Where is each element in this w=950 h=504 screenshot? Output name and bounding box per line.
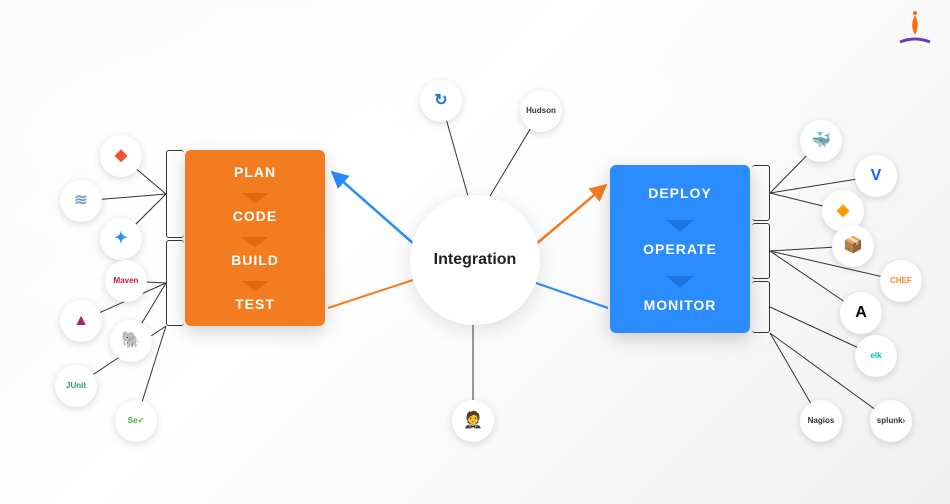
stage-label: OPERATE (643, 241, 717, 257)
tool-jenkins: 🤵 (452, 400, 494, 442)
stage-label: MONITOR (644, 297, 717, 313)
tool-bamboo: ↻ (420, 80, 462, 122)
tool-junit: JUnit (55, 365, 97, 407)
tool-label: ▲ (73, 313, 89, 329)
bracket-left-top (166, 150, 184, 238)
stage-label: DEPLOY (648, 185, 712, 201)
tool-label: 🐳 (811, 133, 831, 149)
tool-jira: ✦ (100, 218, 142, 260)
tool-label: ◆ (115, 148, 127, 164)
tool-vagrant: V (855, 155, 897, 197)
stage-monitor: MONITOR (610, 277, 750, 333)
tool-label: Nagios (808, 417, 835, 425)
tool-label: JUnit (66, 382, 86, 390)
stage-test: TEST (185, 282, 325, 326)
tool-label: splunk› (877, 417, 905, 425)
tool-hudson: Hudson (520, 90, 562, 132)
tool-ansible: A (840, 292, 882, 334)
stage-plan: PLAN (185, 150, 325, 194)
left-stage-group: PLAN CODE BUILD TEST (185, 150, 325, 326)
tool-label: A (855, 305, 867, 321)
tool-label: ◆ (837, 203, 849, 219)
tool-label: CHEF (890, 277, 912, 285)
tool-label: elk (870, 352, 881, 360)
stage-label: PLAN (234, 164, 276, 180)
stage-deploy: DEPLOY (610, 165, 750, 221)
bracket-right-bot (752, 281, 770, 333)
tool-docker: 🐳 (800, 120, 842, 162)
bracket-left-bottom (166, 240, 184, 326)
bracket-right-mid (752, 223, 770, 279)
tool-chef: CHEF (880, 260, 922, 302)
tool-ant: ▲ (60, 300, 102, 342)
stage-build: BUILD (185, 238, 325, 282)
tool-label: Maven (114, 277, 139, 285)
right-stage-group: DEPLOY OPERATE MONITOR (610, 165, 750, 333)
tool-maven: Maven (105, 260, 147, 302)
tool-elk: elk (855, 335, 897, 377)
tool-label: 📦 (843, 238, 863, 254)
stage-label: TEST (235, 296, 275, 312)
stage-label: CODE (233, 208, 277, 224)
bracket-right-top (752, 165, 770, 221)
integration-label: Integration (434, 251, 517, 269)
tool-nagios: Nagios (800, 400, 842, 442)
tool-label: ≋ (74, 193, 87, 209)
tool-label: V (871, 168, 882, 184)
tool-label: Se✓ (128, 417, 145, 425)
integration-node: Integration (410, 195, 540, 325)
tool-subversion: ≋ (60, 180, 102, 222)
tool-git: ◆ (100, 135, 142, 177)
tool-gradle: 🐘 (110, 320, 152, 362)
tool-puppet: 📦 (832, 225, 874, 267)
stage-label: BUILD (231, 252, 279, 268)
tool-selenium: Se✓ (115, 400, 157, 442)
tool-label: 🤵 (463, 413, 483, 429)
tool-label: ↻ (434, 93, 447, 109)
tool-label: 🐘 (121, 333, 141, 349)
tool-splunk: splunk› (870, 400, 912, 442)
stage-operate: OPERATE (610, 221, 750, 277)
corner-logo (895, 10, 935, 50)
stage-code: CODE (185, 194, 325, 238)
tool-label: ✦ (114, 231, 127, 247)
tool-label: Hudson (526, 107, 556, 115)
